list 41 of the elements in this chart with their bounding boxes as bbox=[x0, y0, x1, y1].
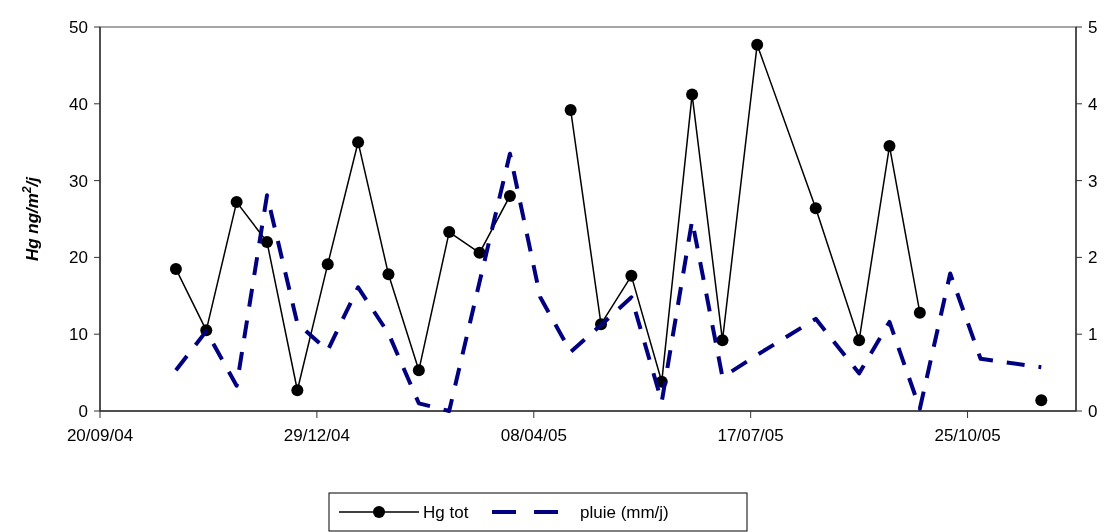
y2-tick-label: 1 bbox=[1088, 325, 1098, 345]
y2-tick-label: 5 bbox=[1088, 17, 1098, 37]
x-tick-label: 25/10/05 bbox=[934, 426, 1001, 445]
y-tick-label: 30 bbox=[69, 171, 88, 191]
legend-label: Hg tot bbox=[423, 503, 469, 522]
legend-label: pluie (mm/j) bbox=[580, 503, 669, 522]
point bbox=[503, 189, 516, 202]
point bbox=[913, 306, 926, 319]
point bbox=[625, 269, 638, 282]
point bbox=[230, 196, 243, 209]
point bbox=[686, 88, 699, 101]
point bbox=[473, 246, 486, 259]
y2-tick-label: 4 bbox=[1088, 94, 1098, 114]
y-tick-label: 10 bbox=[69, 325, 88, 345]
x-tick-label: 17/07/05 bbox=[717, 426, 784, 445]
point bbox=[751, 38, 764, 51]
point bbox=[716, 334, 729, 347]
point bbox=[853, 334, 866, 347]
point bbox=[352, 136, 365, 149]
point bbox=[809, 202, 822, 215]
point bbox=[1035, 394, 1048, 407]
point bbox=[443, 226, 456, 239]
y-tick-label: 20 bbox=[69, 248, 88, 268]
point bbox=[883, 140, 896, 153]
point bbox=[382, 268, 395, 281]
point bbox=[321, 258, 334, 271]
point bbox=[564, 103, 577, 116]
x-tick-label: 20/09/04 bbox=[66, 426, 134, 445]
point bbox=[261, 236, 273, 249]
point bbox=[291, 384, 304, 397]
y2-tick-label: 0 bbox=[1088, 401, 1098, 421]
line-series bbox=[173, 151, 1044, 413]
x-tick-label: 29/12/04 bbox=[283, 426, 350, 445]
point bbox=[412, 364, 425, 377]
x-tick-label: 08/04/05 bbox=[500, 426, 567, 445]
point bbox=[169, 262, 182, 275]
y-tick-label: 50 bbox=[69, 17, 88, 37]
y-tick-label: 40 bbox=[69, 94, 88, 114]
y2-tick-label: 2 bbox=[1088, 248, 1098, 268]
y2-tick-label: 3 bbox=[1088, 171, 1098, 191]
y-tick-label: 0 bbox=[78, 401, 88, 421]
